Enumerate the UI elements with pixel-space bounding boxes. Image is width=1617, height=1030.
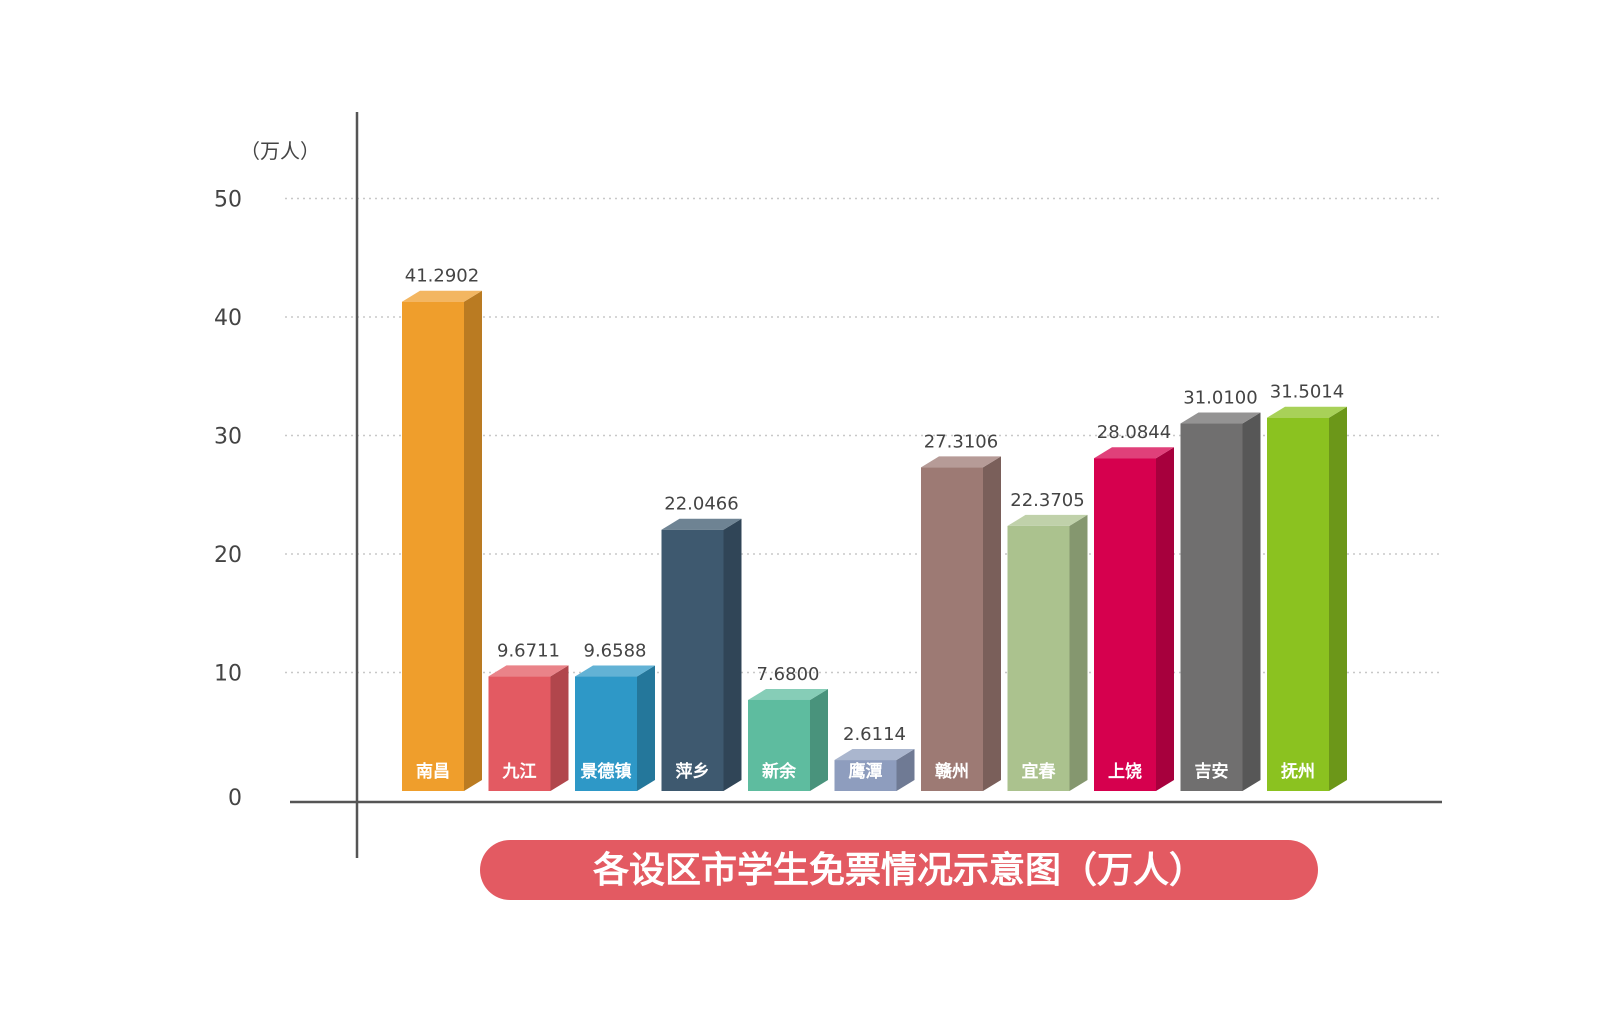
value-label-上饶: 28.0844 xyxy=(1097,422,1171,443)
bar-side xyxy=(464,290,482,791)
bar-top xyxy=(1094,447,1174,459)
category-label-景德镇: 景德镇 xyxy=(581,761,632,782)
y-tick-label-30: 30 xyxy=(214,425,242,450)
bar-front xyxy=(1180,423,1243,791)
bars: 41.2902 南昌 9.6711 九江 9.6588 景德镇 22.0466 萍乡 7.680… xyxy=(402,266,1347,791)
bar-side xyxy=(723,518,742,791)
bar-front xyxy=(834,760,897,791)
bar-side xyxy=(1329,406,1347,791)
value-label-九江: 9.6711 xyxy=(497,640,560,661)
value-label-景德镇: 9.6588 xyxy=(584,641,647,662)
value-label-宜春: 22.3705 xyxy=(1010,490,1084,511)
y-tick-label-20: 20 xyxy=(214,543,242,568)
category-label-新余: 新余 xyxy=(762,761,797,782)
value-label-吉安: 31.0100 xyxy=(1183,388,1257,409)
bar-top xyxy=(1007,514,1088,526)
category-label-九江: 九江 xyxy=(502,762,537,782)
category-label-鹰潭: 鹰潭 xyxy=(849,761,883,782)
y-tick-labels: 0 10 20 30 40 50 xyxy=(214,188,242,812)
bar-side xyxy=(810,688,828,791)
bar-top xyxy=(488,665,569,677)
bar-抚州: 31.5014 抚州 xyxy=(1267,382,1347,791)
bar-top xyxy=(921,456,1001,468)
bar-top xyxy=(748,688,828,700)
category-label-宜春: 宜春 xyxy=(1022,761,1056,782)
bar-front xyxy=(1094,458,1156,791)
bar-front xyxy=(748,699,810,791)
value-label-南昌: 41.2902 xyxy=(405,266,479,287)
bar-top xyxy=(834,749,915,761)
bar-front xyxy=(402,301,464,791)
bar-front xyxy=(575,676,637,791)
category-label-萍乡: 萍乡 xyxy=(676,761,710,782)
axes xyxy=(290,112,1442,858)
title-banner-bg xyxy=(480,840,1318,900)
value-label-赣州: 27.3106 xyxy=(924,431,998,452)
bar-side xyxy=(1242,412,1261,791)
value-label-新余: 7.6800 xyxy=(757,664,820,685)
value-label-鹰潭: 2.6114 xyxy=(843,724,906,745)
bar-side xyxy=(637,665,655,791)
bar-top xyxy=(575,665,655,677)
category-label-吉安: 吉安 xyxy=(1195,761,1229,782)
bar-九江: 9.6711 九江 xyxy=(488,640,569,791)
bar-吉安: 31.0100 吉安 xyxy=(1180,388,1261,791)
y-tick-label-0: 0 xyxy=(228,786,242,811)
bar-front xyxy=(488,676,551,791)
bar-top xyxy=(1180,412,1261,424)
bar-front xyxy=(921,467,983,791)
y-axis-unit-label: （万人） xyxy=(240,139,320,163)
bar-front xyxy=(661,529,724,791)
y-tick-label-50: 50 xyxy=(214,188,242,213)
bar-side xyxy=(1069,514,1088,791)
value-label-萍乡: 22.0466 xyxy=(664,494,738,515)
chart-title: 各设区市学生免票情况示意图（万人） xyxy=(593,849,1205,891)
y-tick-label-10: 10 xyxy=(214,662,242,687)
bar-top xyxy=(661,518,742,530)
bar-side xyxy=(983,456,1001,791)
bar-side xyxy=(1156,447,1174,791)
bar-新余: 7.6800 新余 xyxy=(748,664,828,791)
category-label-赣州: 赣州 xyxy=(935,761,969,782)
chart-title-banner: 各设区市学生免票情况示意图（万人） xyxy=(480,840,1318,900)
bar-side xyxy=(550,665,569,791)
bar-side xyxy=(896,749,915,791)
bar-top xyxy=(402,290,482,302)
bar-宜春: 22.3705 宜春 xyxy=(1007,490,1088,791)
bar-赣州: 27.3106 赣州 xyxy=(921,431,1001,791)
bar-景德镇: 9.6588 景德镇 xyxy=(575,641,655,791)
category-label-上饶: 上饶 xyxy=(1108,761,1142,782)
value-label-抚州: 31.5014 xyxy=(1270,382,1344,403)
bar-鹰潭: 2.6114 鹰潭 xyxy=(834,724,915,791)
bar-front xyxy=(1267,417,1329,791)
bar-top xyxy=(1267,406,1347,418)
bar-上饶: 28.0844 上饶 xyxy=(1094,422,1174,791)
bar-萍乡: 22.0466 萍乡 xyxy=(661,494,742,791)
y-tick-label-40: 40 xyxy=(214,306,242,331)
bar-front xyxy=(1007,525,1070,791)
category-label-抚州: 抚州 xyxy=(1281,761,1315,782)
bar-南昌: 41.2902 南昌 xyxy=(402,266,482,791)
category-label-南昌: 南昌 xyxy=(416,761,450,782)
